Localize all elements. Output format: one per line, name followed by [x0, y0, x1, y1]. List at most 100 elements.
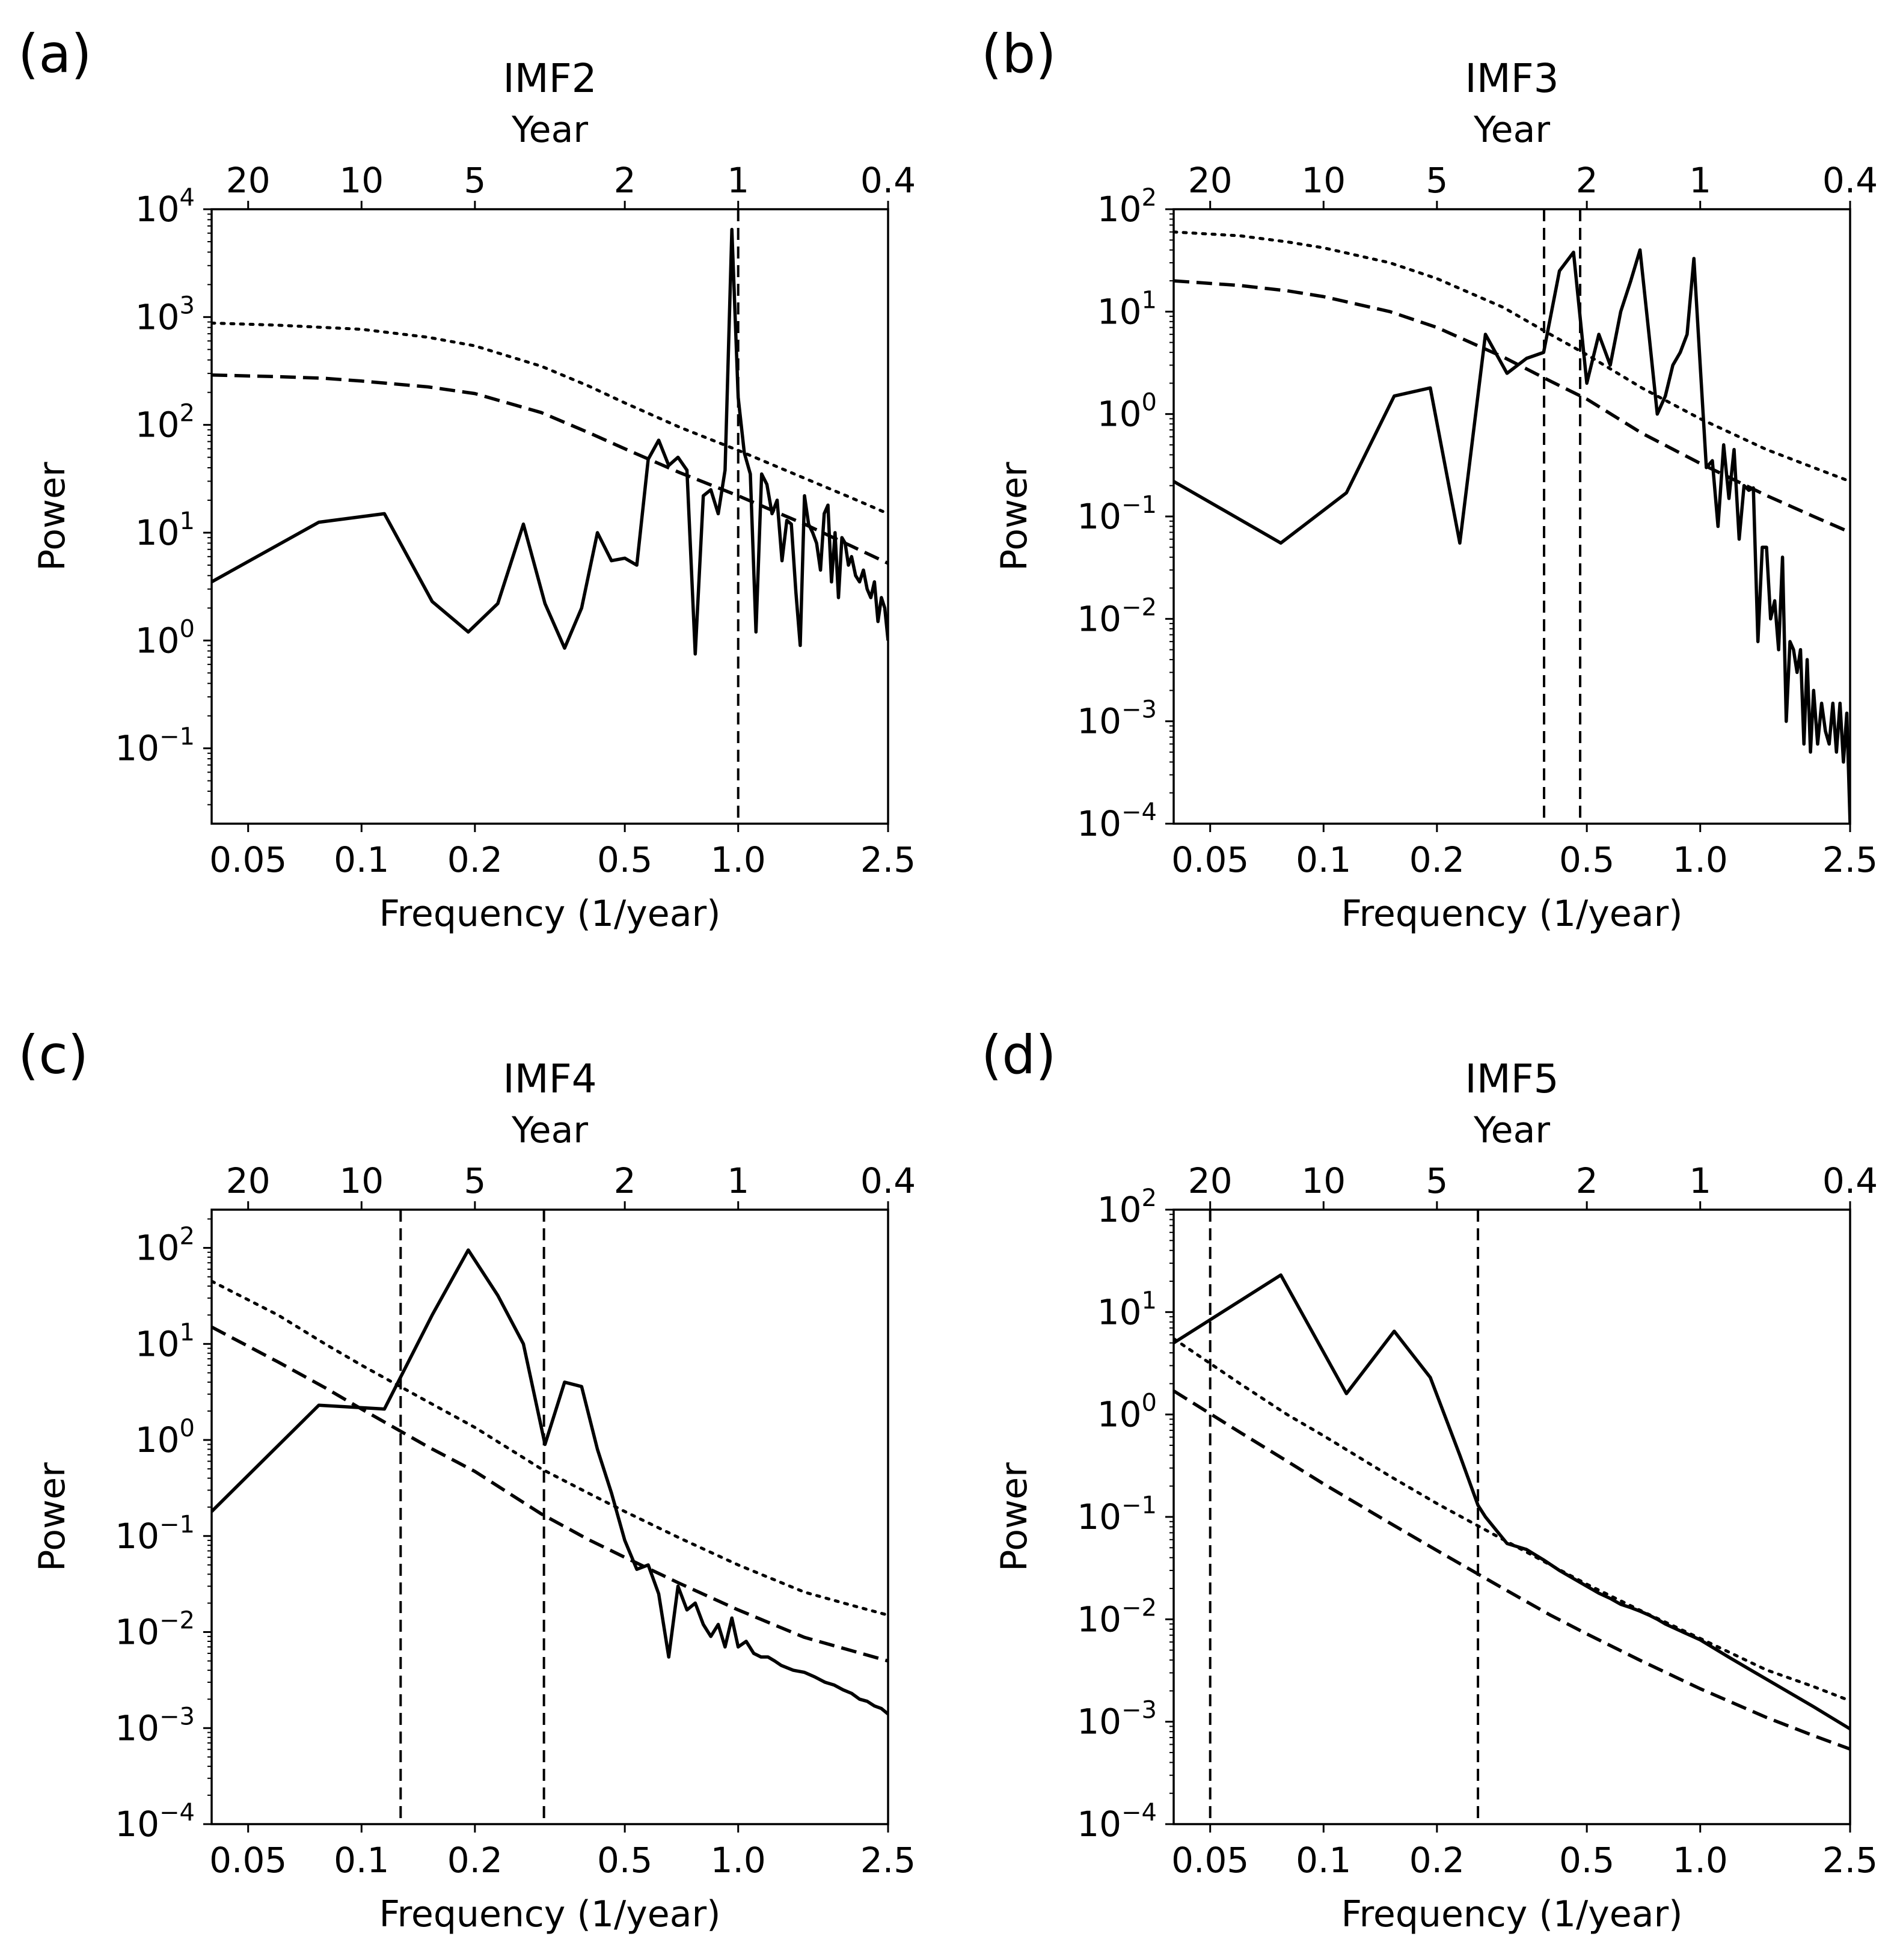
- plot-area: [1174, 1210, 1850, 1824]
- x-tick-label: 2.5: [860, 1840, 916, 1881]
- y-tick-label: 101: [1097, 1287, 1157, 1332]
- panel-label: (d): [981, 1024, 1056, 1086]
- top-tick-label: 20: [226, 160, 271, 201]
- x-tick-label: 0.05: [209, 1840, 287, 1881]
- top-tick-label: 1: [727, 160, 749, 201]
- x-tick-label: 1.0: [1673, 839, 1728, 880]
- x-tick-label: 0.1: [1296, 839, 1351, 880]
- top-tick-label: 0.4: [1822, 1160, 1878, 1201]
- y-tick-label: 104: [135, 184, 195, 230]
- top-tick-label: 1: [1689, 1160, 1711, 1201]
- y-tick-label: 102: [135, 400, 195, 446]
- x-axis-label: Frequency (1/year): [379, 893, 720, 935]
- y-tick-label: 100: [1097, 389, 1157, 435]
- top-tick-label: 10: [1301, 1160, 1346, 1201]
- panel-label: (c): [18, 1024, 88, 1086]
- x-tick-label: 2.5: [1822, 1840, 1878, 1881]
- plot-area: [212, 209, 888, 824]
- top-axis-label: Year: [511, 1109, 588, 1151]
- x-tick-label: 1.0: [711, 839, 766, 880]
- chart-title: IMF5: [1465, 1056, 1558, 1102]
- y-axis-label: Power: [993, 1462, 1035, 1572]
- y-tick-label: 102: [1097, 1184, 1157, 1230]
- series-dotted-line: [212, 1279, 888, 1617]
- y-tick-label: 101: [135, 507, 195, 553]
- top-tick-label: 20: [1188, 1160, 1233, 1201]
- y-tick-label: 10−4: [1077, 1799, 1157, 1845]
- top-tick-label: 20: [1188, 160, 1233, 201]
- chart-title: IMF2: [503, 55, 596, 102]
- x-tick-label: 0.5: [597, 839, 652, 880]
- top-axis-label: Year: [511, 109, 588, 151]
- x-axis-label: Frequency (1/year): [1341, 1893, 1682, 1935]
- y-tick-label: 101: [135, 1318, 195, 1364]
- top-tick-label: 0.4: [860, 160, 916, 201]
- chart-title: IMF3: [1465, 55, 1558, 102]
- y-tick-label: 10−2: [115, 1607, 195, 1653]
- top-tick-label: 2: [614, 1160, 636, 1201]
- x-tick-label: 0.2: [1409, 1840, 1465, 1881]
- x-tick-label: 0.2: [1409, 839, 1465, 880]
- top-tick-label: 0.4: [1822, 160, 1878, 201]
- x-tick-label: 0.1: [334, 839, 389, 880]
- panel-label: (a): [18, 23, 92, 85]
- top-axis-label: Year: [1473, 1109, 1550, 1151]
- x-tick-label: 0.1: [334, 1840, 389, 1881]
- x-axis-label: Frequency (1/year): [379, 1893, 720, 1935]
- y-tick-label: 10−4: [115, 1799, 195, 1845]
- y-tick-label: 10−1: [1077, 1492, 1157, 1537]
- axes-frame: [210, 208, 889, 825]
- y-tick-label: 10−3: [1077, 1697, 1157, 1742]
- y-tick-label: 100: [135, 615, 195, 661]
- x-tick-label: 2.5: [1822, 839, 1878, 880]
- x-tick-label: 1.0: [1673, 1840, 1728, 1881]
- top-tick-label: 1: [1689, 160, 1711, 201]
- chart-title: IMF4: [503, 1056, 596, 1102]
- x-axis-label: Frequency (1/year): [1341, 893, 1682, 935]
- y-tick-label: 103: [135, 292, 195, 337]
- y-tick-label: 10−3: [1077, 696, 1157, 742]
- top-tick-label: 2: [1576, 160, 1598, 201]
- axes-frame: [210, 1208, 889, 1825]
- x-tick-label: 2.5: [860, 839, 916, 880]
- x-tick-label: 0.5: [1559, 839, 1614, 880]
- y-tick-label: 100: [1097, 1389, 1157, 1435]
- y-tick-label: 10−1: [115, 723, 195, 769]
- top-tick-label: 0.4: [860, 1160, 916, 1201]
- top-tick-label: 5: [1426, 1160, 1448, 1201]
- series-dotted-line: [1174, 230, 1850, 483]
- plot-area: [1174, 209, 1850, 824]
- y-tick-label: 101: [1097, 286, 1157, 332]
- plot-area: [212, 1210, 888, 1824]
- x-tick-label: 0.2: [447, 839, 503, 880]
- top-tick-label: 5: [1426, 160, 1448, 201]
- y-tick-label: 102: [135, 1223, 195, 1269]
- y-tick-label: 10−1: [115, 1511, 195, 1557]
- panel-2: (b) IMF3 Year Frequency (1/year) Power 0.05 0.…: [981, 23, 1878, 935]
- x-tick-label: 0.1: [1296, 1840, 1351, 1881]
- x-tick-label: 0.05: [1171, 1840, 1249, 1881]
- top-tick-label: 20: [226, 1160, 271, 1201]
- series-dashed-line: [1174, 279, 1850, 534]
- y-tick-label: 10−3: [115, 1703, 195, 1748]
- x-tick-label: 0.05: [1171, 839, 1249, 880]
- series-dashed-line: [212, 373, 888, 565]
- axes-frame: [1172, 208, 1851, 825]
- series-dotted-line: [1174, 1337, 1850, 1703]
- series-dashed-line: [212, 1325, 888, 1663]
- top-tick-label: 10: [339, 160, 384, 201]
- top-tick-label: 5: [464, 1160, 486, 1201]
- top-tick-label: 2: [1576, 1160, 1598, 1201]
- series-solid-line: [1174, 248, 1850, 824]
- y-axis-label: Power: [31, 462, 73, 571]
- series-dotted-line: [212, 321, 888, 515]
- top-tick-label: 1: [727, 1160, 749, 1201]
- y-tick-label: 100: [135, 1415, 195, 1460]
- x-tick-label: 0.2: [447, 1840, 503, 1881]
- y-tick-label: 10−4: [1077, 798, 1157, 844]
- top-tick-label: 10: [339, 1160, 384, 1201]
- top-tick-label: 5: [464, 160, 486, 201]
- y-tick-label: 10−1: [1077, 491, 1157, 537]
- y-tick-label: 10−2: [1077, 1594, 1157, 1640]
